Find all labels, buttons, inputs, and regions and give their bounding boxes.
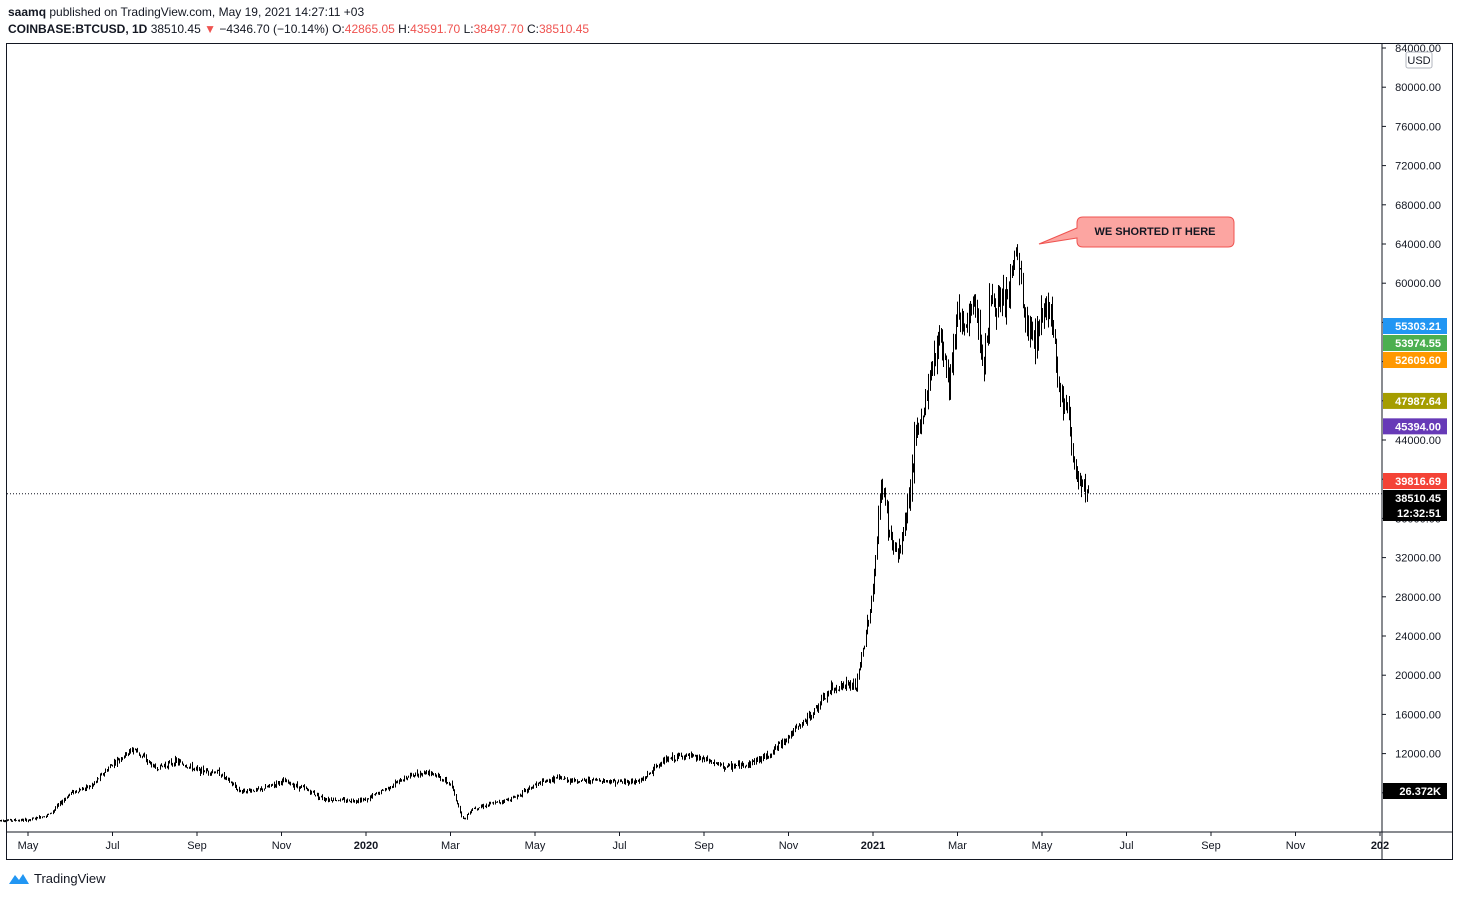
close-value: 38510.45 (539, 22, 590, 36)
price-tag (1383, 318, 1447, 334)
x-tick-label: May (1032, 840, 1053, 852)
published-text: published on TradingView.com, May 19, 20… (49, 5, 365, 19)
open-label: O: (332, 22, 345, 36)
y-tick-label: 60000.00 (1395, 278, 1441, 290)
price-tag-label: 38510.45 (1395, 493, 1441, 505)
tradingview-branding[interactable]: TradingView (8, 871, 106, 886)
price-tag-label: 39816.69 (1395, 476, 1441, 488)
currency-badge (1405, 51, 1433, 69)
x-tick-label: Sep (694, 840, 714, 852)
y-tick-label: 80000.00 (1395, 82, 1441, 94)
currency-label: USD (1407, 55, 1430, 67)
price-tag-label: 55303.21 (1395, 321, 1441, 333)
y-tick-label: 64000.00 (1395, 239, 1441, 251)
price-tag (1383, 352, 1447, 368)
price-change: −4346.70 (−10.14%) (219, 22, 329, 36)
annotation-text: WE SHORTED IT HERE (1094, 226, 1215, 238)
y-tick-label: 24000.00 (1395, 631, 1441, 643)
y-tick-label: 68000.00 (1395, 200, 1441, 212)
x-tick-label: 2020 (354, 840, 378, 852)
brand-label: TradingView (34, 871, 106, 886)
price-tag-label: 45394.00 (1395, 421, 1441, 433)
annotation-callout (1038, 216, 1235, 248)
low-label: L: (463, 22, 474, 36)
y-tick-label: 16000.00 (1395, 709, 1441, 721)
y-tick-label: 20000.00 (1395, 670, 1441, 682)
price-tag (1383, 473, 1447, 489)
price-tag-label: 52609.60 (1395, 355, 1441, 367)
x-tick-label: Jul (105, 840, 119, 852)
close-label: C: (527, 22, 539, 36)
y-tick-label: 76000.00 (1395, 121, 1441, 133)
y-tick-label: 12000.00 (1395, 749, 1441, 761)
x-tick-label: Nov (272, 840, 292, 852)
x-tick-label: 202 (1371, 840, 1389, 852)
price-tag-label: 26.372K (1399, 786, 1441, 798)
publish-info: saamq published on TradingView.com, May … (8, 5, 364, 19)
x-tick-label: May (18, 840, 39, 852)
x-tick-label: Nov (1286, 840, 1306, 852)
x-tick-label: Jul (1119, 840, 1133, 852)
x-tick-label: Mar (948, 840, 967, 852)
price-tag-label: 53974.55 (1395, 338, 1441, 350)
symbol-label[interactable]: COINBASE:BTCUSD, 1D (8, 22, 148, 36)
author-name[interactable]: saamq (8, 5, 47, 19)
price-tag (1383, 335, 1447, 351)
x-tick-label: Nov (779, 840, 799, 852)
last-price: 38510.45 (150, 22, 201, 36)
price-tag (1383, 392, 1447, 409)
low-value: 38497.70 (473, 22, 524, 36)
y-tick-label: 28000.00 (1395, 592, 1441, 604)
x-tick-label: Sep (187, 840, 207, 852)
tradingview-logo-icon (9, 873, 29, 884)
countdown-label: 12:32:51 (1397, 508, 1441, 520)
high-label: H: (398, 22, 411, 36)
price-tag (1383, 783, 1447, 799)
symbol-info-bar: COINBASE:BTCUSD, 1D 38510.45 ▼ −4346.70 … (8, 22, 589, 36)
x-tick-label: 2021 (861, 840, 885, 852)
x-tick-label: Mar (441, 840, 460, 852)
y-tick-label: 44000.00 (1395, 435, 1441, 447)
chart-frame[interactable] (6, 43, 1453, 860)
y-tick-label: 32000.00 (1395, 553, 1441, 565)
y-tick-label: 72000.00 (1395, 161, 1441, 173)
price-tag (1383, 418, 1447, 435)
x-tick-label: May (525, 840, 546, 852)
countdown-tag (1383, 506, 1447, 521)
x-tick-label: Sep (1201, 840, 1221, 852)
change-down-icon: ▼ (204, 22, 216, 36)
high-value: 43591.70 (410, 22, 461, 36)
price-tag-label: 47987.64 (1395, 396, 1442, 408)
price-tag (1383, 490, 1447, 506)
open-value: 42865.05 (344, 22, 395, 36)
x-tick-label: Jul (612, 840, 626, 852)
